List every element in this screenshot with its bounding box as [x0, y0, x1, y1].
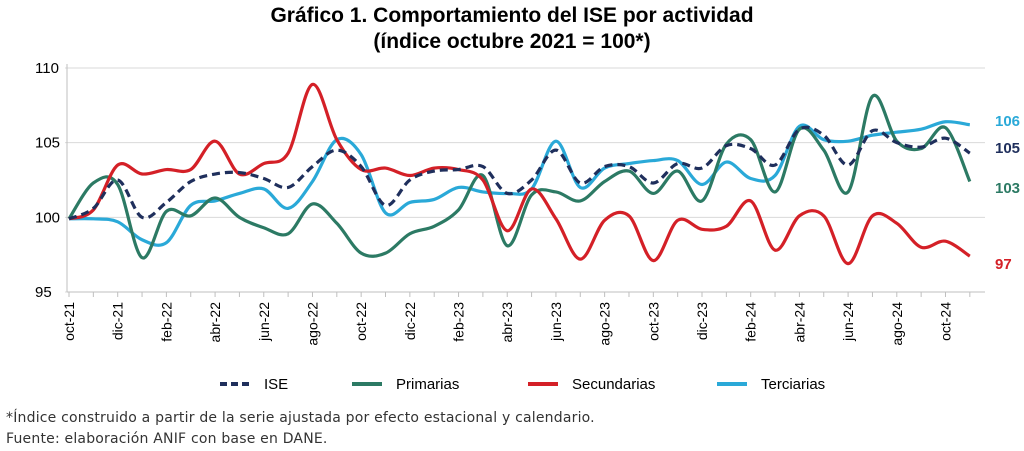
x-tick-label: feb-24 — [743, 302, 759, 342]
x-tick-label: jun-22 — [256, 302, 272, 342]
legend-swatch-ise — [220, 382, 250, 386]
x-tick-label: oct-24 — [937, 302, 953, 341]
x-tick-label: ago-23 — [597, 302, 613, 346]
footnote: *Índice construido a partir de la serie … — [6, 410, 595, 426]
legend-label-ise: ISE — [264, 375, 289, 393]
x-tick-label: abr-24 — [791, 302, 807, 343]
legend-swatch-primarias — [352, 382, 382, 386]
end-label-terciarias: 106 — [995, 113, 1020, 130]
end-label-secundarias: 97 — [995, 256, 1012, 273]
x-tick-label: abr-22 — [207, 302, 223, 343]
x-tick-label: abr-23 — [499, 302, 515, 343]
end-label-ise: 105 — [995, 140, 1020, 157]
x-tick-label: jun-23 — [548, 302, 564, 342]
legend-label-terciarias: Terciarias — [761, 375, 826, 393]
legend-swatch-secundarias — [528, 382, 558, 386]
x-tick-label: dic-21 — [110, 302, 126, 340]
y-tick-label: 110 — [35, 60, 59, 77]
x-tick-label: dic-23 — [694, 302, 710, 340]
legend-label-secundarias: Secundarias — [572, 375, 656, 393]
chart-title: Gráfico 1. Comportamiento del ISE por ac… — [270, 4, 754, 27]
legend-label-primarias: Primarias — [396, 375, 460, 393]
x-tick-label: ago-24 — [889, 302, 905, 346]
x-tick-label: feb-22 — [158, 302, 174, 342]
legend-item-primarias: Primarias — [352, 373, 459, 395]
series-line-ise — [68, 125, 971, 221]
x-tick-label: oct-22 — [353, 302, 369, 341]
legend-item-ise: ISE — [220, 373, 288, 395]
series-line-primarias — [67, 93, 972, 260]
chart-legend: ISE Primarias Secundarias Terciarias — [0, 373, 1024, 395]
chart-subtitle: (índice octubre 2021 = 100*) — [373, 30, 651, 53]
x-tick-label: dic-22 — [402, 302, 418, 340]
legend-swatch-terciarias — [717, 382, 747, 386]
x-tick-label: ago-22 — [304, 302, 320, 346]
legend-item-terciarias: Terciarias — [717, 373, 825, 395]
x-tick-label: oct-21 — [61, 302, 77, 341]
source-note: Fuente: elaboración ANIF con base en DAN… — [6, 431, 328, 447]
x-tick-label: jun-24 — [840, 302, 856, 342]
y-tick-label: 100 — [35, 209, 60, 226]
x-tick-label: feb-23 — [451, 302, 467, 342]
end-label-primarias: 103 — [995, 180, 1020, 197]
series-line-secundarias — [68, 82, 971, 266]
y-tick-label: 105 — [35, 135, 60, 152]
x-tick-label: oct-23 — [645, 302, 661, 341]
y-tick-label: 95 — [35, 284, 52, 301]
legend-item-secundarias: Secundarias — [528, 373, 655, 395]
